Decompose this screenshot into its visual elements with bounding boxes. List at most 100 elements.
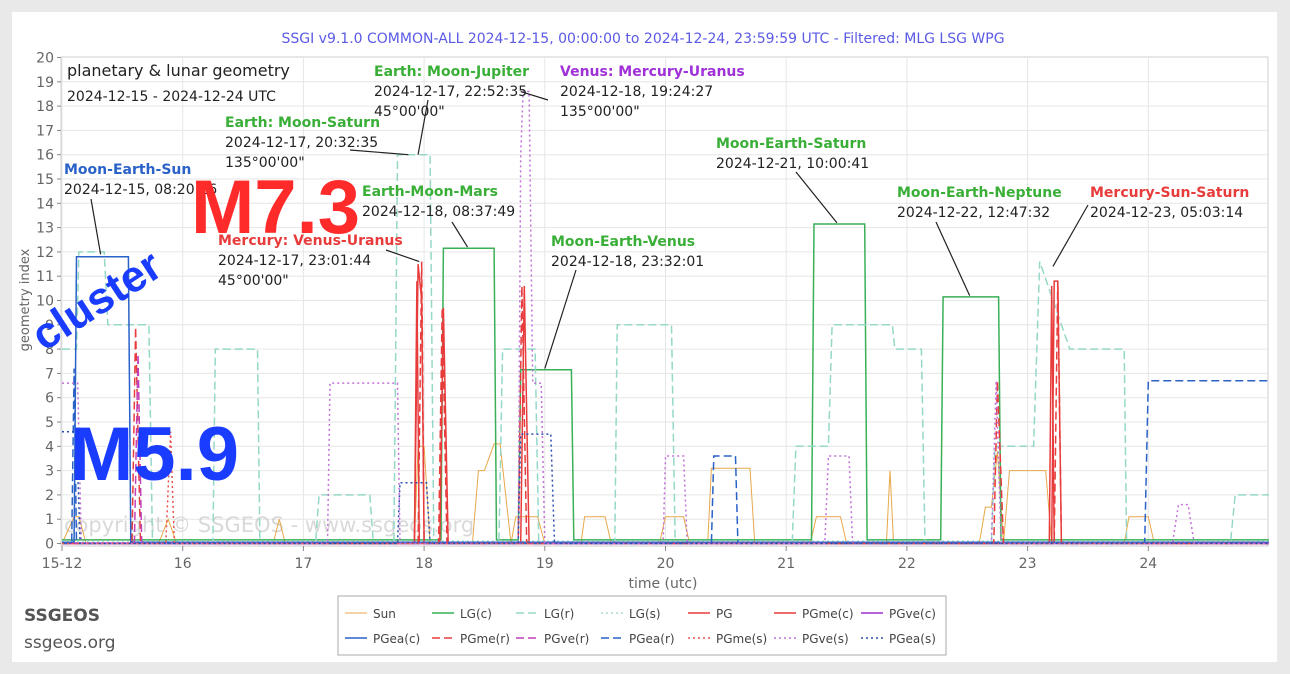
- legend-label: LG(c): [460, 607, 492, 621]
- annotation-leader-line: [451, 221, 469, 248]
- annotation-angle: 45°00'00": [218, 273, 289, 289]
- x-tick-label: 15-12: [42, 556, 83, 572]
- x-tick-label: 23: [1019, 556, 1037, 572]
- y-tick-label: 19: [36, 75, 54, 91]
- annotation-heading: Moon-Earth-Saturn: [716, 136, 866, 152]
- brand-name: SSGEOS: [24, 606, 100, 626]
- legend-label: PGea(r): [629, 632, 675, 646]
- annotation-date: 2024-12-21, 10:00:41: [716, 156, 869, 172]
- series-group: [61, 90, 1269, 545]
- legend: Sun LG(c) LG(r) LG(s) PG PGme(c) PGve(c) PGea(c…: [345, 607, 936, 646]
- y-tick-label: 5: [45, 415, 54, 431]
- annotation-heading: Earth: Moon-Jupiter: [374, 64, 529, 80]
- series-line-pgea-s: [62, 430, 1269, 545]
- legend-label: PGve(r): [544, 632, 589, 646]
- annotation-leaders: [90, 90, 1089, 369]
- annotation-heading: Venus: Mercury-Uranus: [560, 64, 745, 80]
- annotation-date: 2024-12-18, 08:37:49: [362, 204, 515, 220]
- y-tick-label: 1: [45, 512, 54, 528]
- series-line-lg-r: [62, 153, 1269, 545]
- annotation-leader-line: [935, 221, 971, 296]
- series-line-pgea-r: [62, 368, 1269, 545]
- annotation-leader-line: [795, 171, 838, 224]
- annotation-heading: Mercury: Venus-Uranus: [218, 233, 403, 249]
- annotation-leader-line: [520, 90, 549, 101]
- y-tick-label: 20: [36, 51, 54, 67]
- x-tick-label: 19: [536, 556, 554, 572]
- brand-url: ssgeos.org: [24, 633, 116, 653]
- y-tick-label: 6: [45, 391, 54, 407]
- legend-label: PGea(c): [373, 632, 420, 646]
- grid: [61, 57, 1268, 546]
- legend-label: PGve(s): [802, 632, 849, 646]
- annotation-leader-line: [1052, 204, 1089, 267]
- legend-label: Sun: [373, 607, 396, 621]
- legend-label: LG(r): [544, 607, 574, 621]
- infobox-line1: planetary & lunar geometry: [67, 61, 290, 80]
- x-axis-label: time (utc): [628, 576, 697, 592]
- x-tick-label: 18: [415, 556, 433, 572]
- legend-label: PGea(s): [889, 632, 936, 646]
- y-tick-label: 7: [45, 366, 54, 382]
- y-tick-label: 3: [45, 464, 54, 480]
- x-axis: 15-12 16 17 18 19 20 21 22 23 24: [42, 546, 1157, 572]
- series-line-pgve-s: [62, 90, 1269, 545]
- annotation-angle: 135°00'00": [560, 104, 640, 120]
- annotations: Moon-Earth-Sun 2024-12-15, 08:20:16 Earth:…: [64, 64, 1249, 289]
- annotation-leader-line: [417, 99, 429, 155]
- series-line-pgme-s: [62, 431, 1269, 545]
- y-tick-label: 2: [45, 488, 54, 504]
- legend-label: PGme(c): [802, 607, 854, 621]
- annotation-leader-line: [90, 198, 102, 255]
- x-tick-label: 22: [898, 556, 916, 572]
- legend-label: PG: [716, 607, 733, 621]
- annotation-date: 2024-12-17, 20:32:35: [225, 135, 378, 151]
- plot-area: [60, 56, 1269, 547]
- y-tick-label: 17: [36, 123, 54, 139]
- y-tick-label: 9: [45, 318, 54, 334]
- y-tick-label: 10: [36, 294, 54, 310]
- y-tick-label: 11: [36, 269, 54, 285]
- x-tick-label: 21: [777, 556, 795, 572]
- annotation-angle: 45°00'00": [374, 104, 445, 120]
- infobox-line2: 2024-12-15 - 2024-12-24 UTC: [67, 89, 276, 105]
- annotation-leader-line: [349, 149, 409, 156]
- watermark: copyright © SSGEOS - www.ssgeos.org: [64, 513, 474, 537]
- legend-label: PGme(s): [716, 632, 767, 646]
- series-line-pgea-c: [62, 256, 1269, 544]
- y-tick-label: 0: [45, 537, 54, 553]
- annotation-heading: Earth-Moon-Mars: [362, 184, 498, 200]
- annotation-date: 2024-12-17, 22:52:35: [374, 84, 527, 100]
- y-axis-label: geometry index: [18, 248, 33, 351]
- annotation-leader-line: [385, 249, 420, 263]
- chart-header-title: SSGI v9.1.0 COMMON-ALL 2024-12-15, 00:00…: [281, 31, 1004, 47]
- x-tick-label: 24: [1139, 556, 1157, 572]
- x-tick-label: 17: [294, 556, 312, 572]
- annotation-heading: Moon-Earth-Sun: [64, 162, 191, 178]
- annotation-heading: Mercury-Sun-Saturn: [1090, 185, 1249, 201]
- legend-label: PGme(r): [460, 632, 510, 646]
- y-tick-label: 13: [36, 221, 54, 237]
- y-tick-label: 16: [36, 148, 54, 164]
- annotation-date: 2024-12-18, 19:24:27: [560, 84, 713, 100]
- annotation-date: 2024-12-23, 05:03:14: [1090, 205, 1243, 221]
- legend-box: [337, 595, 947, 656]
- y-tick-label: 12: [36, 245, 54, 261]
- series-line-lg-c: [62, 223, 1269, 541]
- y-tick-label: 15: [36, 172, 54, 188]
- magnitude-m73-label: M7.3: [191, 165, 360, 250]
- annotation-date: 2024-12-15, 08:20:16: [64, 182, 217, 198]
- legend-label: PGve(c): [889, 607, 936, 621]
- annotation-date: 2024-12-22, 12:47:32: [897, 205, 1050, 221]
- annotation-date: 2024-12-17, 23:01:44: [218, 253, 371, 269]
- annotation-angle: 135°00'00": [225, 155, 305, 171]
- annotation-heading: Moon-Earth-Neptune: [897, 185, 1062, 201]
- annotation-heading: Earth: Moon-Saturn: [225, 115, 380, 131]
- y-tick-label: 4: [45, 439, 54, 455]
- annotation-leader-line: [544, 269, 577, 369]
- y-tick-label: 8: [45, 342, 54, 358]
- y-tick-label: 18: [36, 99, 54, 115]
- annotation-heading: Moon-Earth-Venus: [551, 234, 695, 250]
